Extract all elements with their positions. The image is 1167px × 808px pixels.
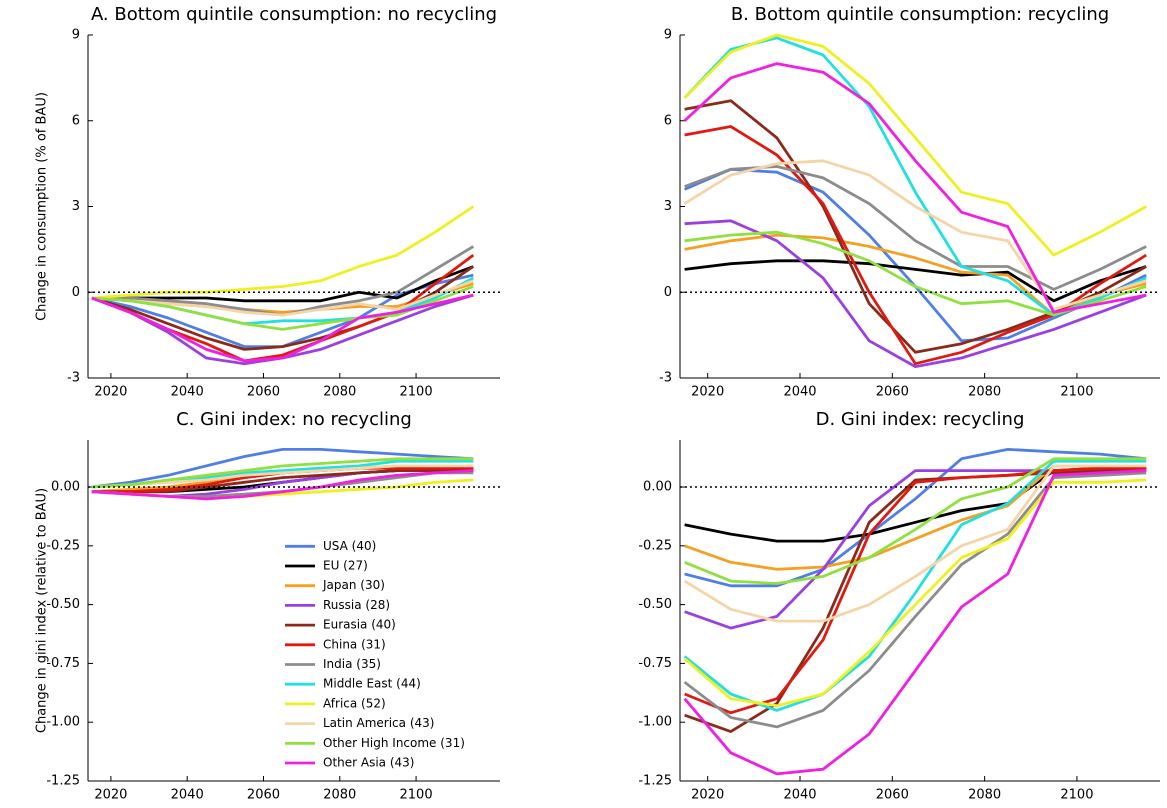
- x-tick-label: 2040: [783, 385, 816, 400]
- x-tick-label: 2100: [400, 788, 433, 803]
- series-line: [683, 464, 1147, 623]
- legend-label: Eurasia (40): [323, 618, 396, 632]
- y-tick-label: -0.50: [638, 597, 672, 612]
- legend-label: EU (27): [323, 559, 368, 573]
- panel-title: D. Gini index: recycling: [816, 409, 1025, 430]
- series-line: [91, 464, 474, 489]
- series-line: [684, 457, 1147, 585]
- y-tick-label: 0.00: [51, 480, 80, 495]
- x-tick-label: 2020: [691, 788, 724, 803]
- x-tick-label: 2040: [171, 788, 204, 803]
- x-tick-label: 2060: [876, 788, 909, 803]
- series-line: [91, 469, 474, 494]
- y-tick-label: -1.00: [638, 715, 672, 730]
- y-tick-label: -3: [67, 371, 80, 386]
- x-tick-label: 2040: [783, 788, 816, 803]
- series-line: [91, 279, 474, 317]
- panel-title: B. Bottom quintile consumption: recyclin…: [731, 4, 1109, 25]
- x-tick-label: 2100: [1060, 788, 1093, 803]
- panel-title: C. Gini index: no recycling: [176, 409, 412, 430]
- x-tick-label: 2080: [968, 788, 1001, 803]
- y-tick-label: 3: [72, 199, 80, 214]
- legend-label: USA (40): [323, 539, 376, 553]
- series-line: [91, 457, 474, 489]
- series-line: [683, 62, 1147, 314]
- series-line: [683, 471, 1147, 729]
- series-line: [684, 448, 1147, 588]
- legend-label: Latin America (43): [323, 716, 434, 730]
- legend-label: China (31): [323, 637, 386, 651]
- panel-title: A. Bottom quintile consumption: no recyc…: [91, 4, 497, 25]
- series-line: [91, 448, 474, 489]
- series-line: [683, 159, 1147, 311]
- y-tick-label: 9: [72, 28, 80, 43]
- series-line: [683, 36, 1147, 317]
- series-line: [91, 469, 474, 501]
- y-tick-label: -1.25: [46, 774, 80, 789]
- x-tick-label: 2100: [400, 385, 433, 400]
- y-axis-label: Change in consumption (% of BAU): [35, 92, 50, 321]
- y-tick-label: 6: [72, 113, 80, 128]
- y-axis-label: Change in gini index (relative to BAU): [35, 488, 50, 733]
- series-line: [91, 205, 475, 300]
- y-tick-label: -0.75: [46, 656, 80, 671]
- series-line: [683, 459, 1147, 712]
- x-tick-label: 2080: [323, 788, 356, 803]
- y-tick-label: 9: [664, 28, 672, 43]
- x-tick-label: 2060: [247, 385, 280, 400]
- y-tick-label: 0: [664, 285, 672, 300]
- y-tick-label: -0.75: [638, 656, 672, 671]
- x-tick-label: 2020: [691, 385, 724, 400]
- legend-label: Middle East (44): [323, 677, 421, 691]
- series-line: [91, 265, 474, 303]
- x-tick-label: 2020: [94, 385, 127, 400]
- y-tick-label: 3: [664, 199, 672, 214]
- x-tick-label: 2020: [94, 788, 127, 803]
- series-line: [683, 33, 1147, 257]
- series-line: [684, 259, 1147, 303]
- y-tick-label: -0.25: [638, 538, 672, 553]
- series-line: [683, 469, 1147, 776]
- x-tick-label: 2060: [247, 788, 280, 803]
- series-line: [683, 478, 1147, 708]
- x-tick-label: 2080: [968, 385, 1001, 400]
- series-line: [91, 293, 474, 363]
- legend-label: Russia (28): [323, 598, 390, 612]
- legend-label: Other Asia (43): [323, 756, 414, 770]
- legend-label: Other High Income (31): [323, 736, 465, 750]
- series-line: [684, 469, 1147, 733]
- legend-label: Africa (52): [323, 696, 386, 710]
- series-line: [684, 165, 1147, 291]
- x-tick-label: 2060: [876, 385, 909, 400]
- y-tick-label: -0.25: [46, 538, 80, 553]
- y-tick-label: 0: [72, 285, 80, 300]
- legend-label: India (35): [323, 657, 381, 671]
- legend-label: Japan (30): [322, 578, 385, 592]
- y-tick-label: -3: [659, 371, 672, 386]
- y-tick-label: 6: [664, 113, 672, 128]
- x-tick-label: 2080: [323, 385, 356, 400]
- x-tick-label: 2040: [171, 385, 204, 400]
- series-line: [684, 167, 1147, 343]
- y-tick-label: -0.50: [46, 597, 80, 612]
- x-tick-label: 2100: [1060, 385, 1093, 400]
- y-tick-label: 0.00: [643, 480, 672, 495]
- y-tick-label: -1.00: [46, 715, 80, 730]
- y-tick-label: -1.25: [638, 774, 672, 789]
